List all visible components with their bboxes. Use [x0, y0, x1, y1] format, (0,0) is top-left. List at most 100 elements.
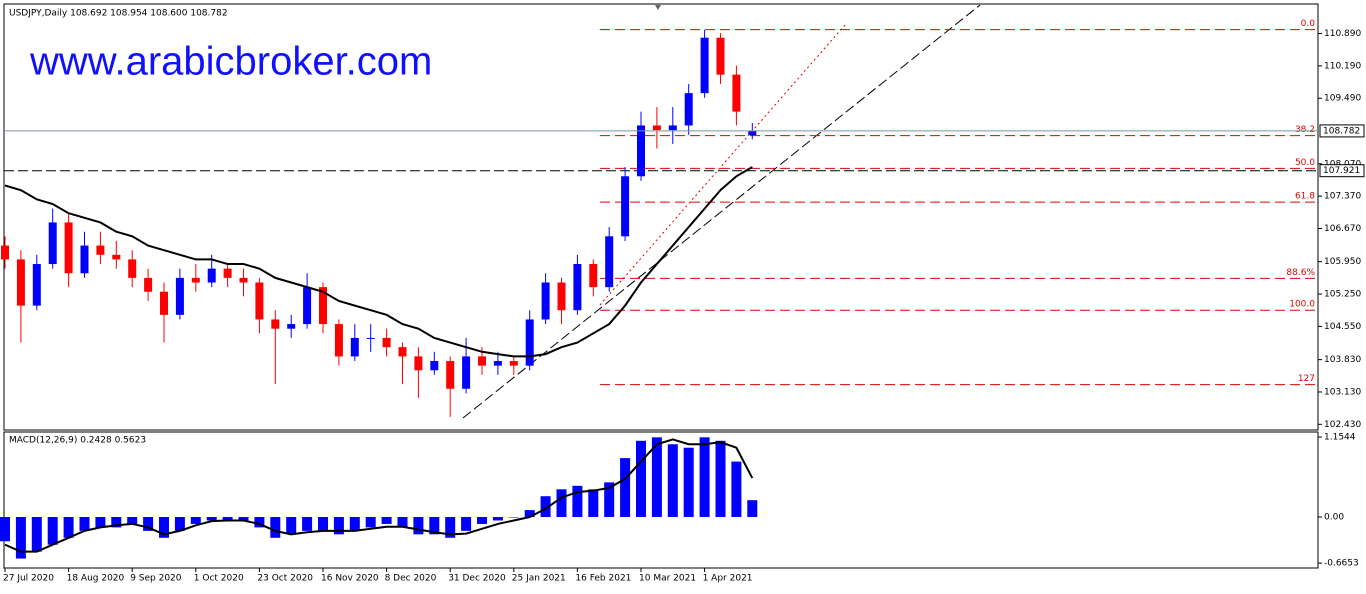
- macd-bar: [461, 517, 472, 531]
- macd-bar: [620, 458, 631, 518]
- price-box: [1319, 164, 1365, 178]
- macd-bar: [254, 517, 265, 528]
- macd-bar: [15, 517, 26, 559]
- macd-bar: [238, 517, 249, 521]
- candle-body: [716, 37, 725, 75]
- macd-bar: [206, 517, 217, 521]
- y-tick-label: 106.670: [1324, 224, 1361, 234]
- macd-label: MACD(12,26,9) 0.2428 0.5623: [9, 436, 146, 446]
- candle-body: [557, 282, 566, 311]
- macd-bar: [143, 517, 154, 531]
- macd-bar: [270, 517, 281, 538]
- candle-body: [64, 222, 73, 274]
- y-tick-label: 109.490: [1324, 94, 1361, 104]
- x-tick-label: 27 Jul 2020: [3, 574, 54, 584]
- macd-bar: [413, 517, 424, 535]
- price-box: [1319, 124, 1365, 138]
- macd-bar: [683, 447, 694, 518]
- y-tick-label: 0.00: [1324, 513, 1344, 523]
- candle-body: [175, 277, 184, 315]
- trend-line: [462, 4, 981, 419]
- candle-body: [430, 361, 439, 371]
- y-tick-label: -0.6653: [1324, 559, 1359, 569]
- macd-bar: [667, 444, 678, 518]
- trend-line: [599, 24, 846, 306]
- candle-body: [1, 245, 9, 260]
- macd-bar: [302, 517, 313, 531]
- macd-signal: [4, 438, 754, 553]
- candle-body: [319, 287, 327, 325]
- fib-label: 61.8: [1295, 192, 1315, 202]
- candle-body: [414, 356, 423, 371]
- macd-bar: [699, 437, 710, 518]
- candle-body: [684, 93, 693, 126]
- macd-bar: [477, 517, 487, 524]
- x-tick-label: 10 Mar 2021: [639, 574, 696, 584]
- x-tick-label: 16 Nov 2020: [321, 574, 379, 584]
- candle-body: [462, 356, 471, 389]
- macd-bar: [508, 517, 519, 518]
- y-tick-label: 110.890: [1324, 29, 1361, 39]
- candle-body: [605, 236, 614, 288]
- macd-bar: [381, 517, 392, 524]
- y-tick-label: 107.370: [1324, 192, 1361, 202]
- candle-body: [382, 337, 391, 348]
- macd-bar: [349, 517, 360, 531]
- macd-bar: [636, 440, 646, 518]
- fib-label: 100.0: [1289, 300, 1315, 310]
- candle-body: [80, 245, 89, 274]
- candle-body: [637, 125, 645, 177]
- y-tick-label: 104.550: [1324, 322, 1361, 332]
- candle-body: [223, 268, 232, 278]
- main-panel: [3, 3, 1319, 431]
- candle-body: [239, 277, 248, 283]
- candle-body: [509, 361, 518, 366]
- y-tick-label: 103.130: [1324, 387, 1361, 397]
- macd-bar: [524, 510, 535, 518]
- candle-body: [748, 130, 757, 136]
- candle-body: [271, 319, 280, 329]
- candle-body: [668, 125, 677, 131]
- candle-body: [32, 264, 41, 306]
- macd-bar: [731, 461, 742, 518]
- candle-body: [112, 254, 121, 260]
- watermark: www.arabicbroker.com: [29, 40, 432, 84]
- candle-body: [207, 268, 216, 283]
- macd-bar: [0, 517, 10, 542]
- candle-body: [541, 282, 550, 320]
- y-tick-label: 105.250: [1324, 290, 1361, 300]
- macd-bar: [159, 517, 169, 538]
- candle-body: [350, 337, 359, 357]
- candle-body: [621, 176, 630, 237]
- x-tick-label: 1 Apr 2021: [703, 574, 753, 584]
- y-tick-label: 1.1544: [1324, 433, 1356, 443]
- fib-label: 38.2: [1295, 125, 1315, 135]
- macd-bar: [127, 517, 138, 524]
- candle-body: [478, 356, 486, 366]
- x-tick-label: 1 Oct 2020: [194, 574, 244, 584]
- candle-body: [160, 291, 168, 315]
- fib-label: 88.6%: [1286, 268, 1315, 278]
- macd-bar: [95, 517, 106, 528]
- x-tick-label: 8 Dec 2020: [385, 574, 437, 584]
- macd-bar: [174, 517, 185, 531]
- macd-bar: [222, 517, 233, 521]
- x-tick-label: 16 Feb 2021: [575, 574, 631, 584]
- candle-body: [446, 361, 455, 389]
- x-tick-label: 25 Jan 2021: [512, 574, 566, 584]
- candle-body: [573, 264, 582, 311]
- price-label: 107.921: [1323, 166, 1360, 176]
- fib-label: 127: [1298, 374, 1315, 384]
- macd-bar: [190, 517, 201, 524]
- candle-body: [128, 259, 137, 278]
- candle-body: [334, 324, 343, 357]
- y-tick-label: 103.830: [1324, 355, 1361, 365]
- candle-body: [48, 222, 57, 265]
- candle-body: [589, 264, 598, 288]
- macd-bar: [47, 517, 58, 545]
- price-label: 108.782: [1323, 126, 1360, 136]
- candle-body: [525, 319, 534, 366]
- macd-bar: [318, 517, 328, 531]
- macd-bar: [556, 489, 567, 518]
